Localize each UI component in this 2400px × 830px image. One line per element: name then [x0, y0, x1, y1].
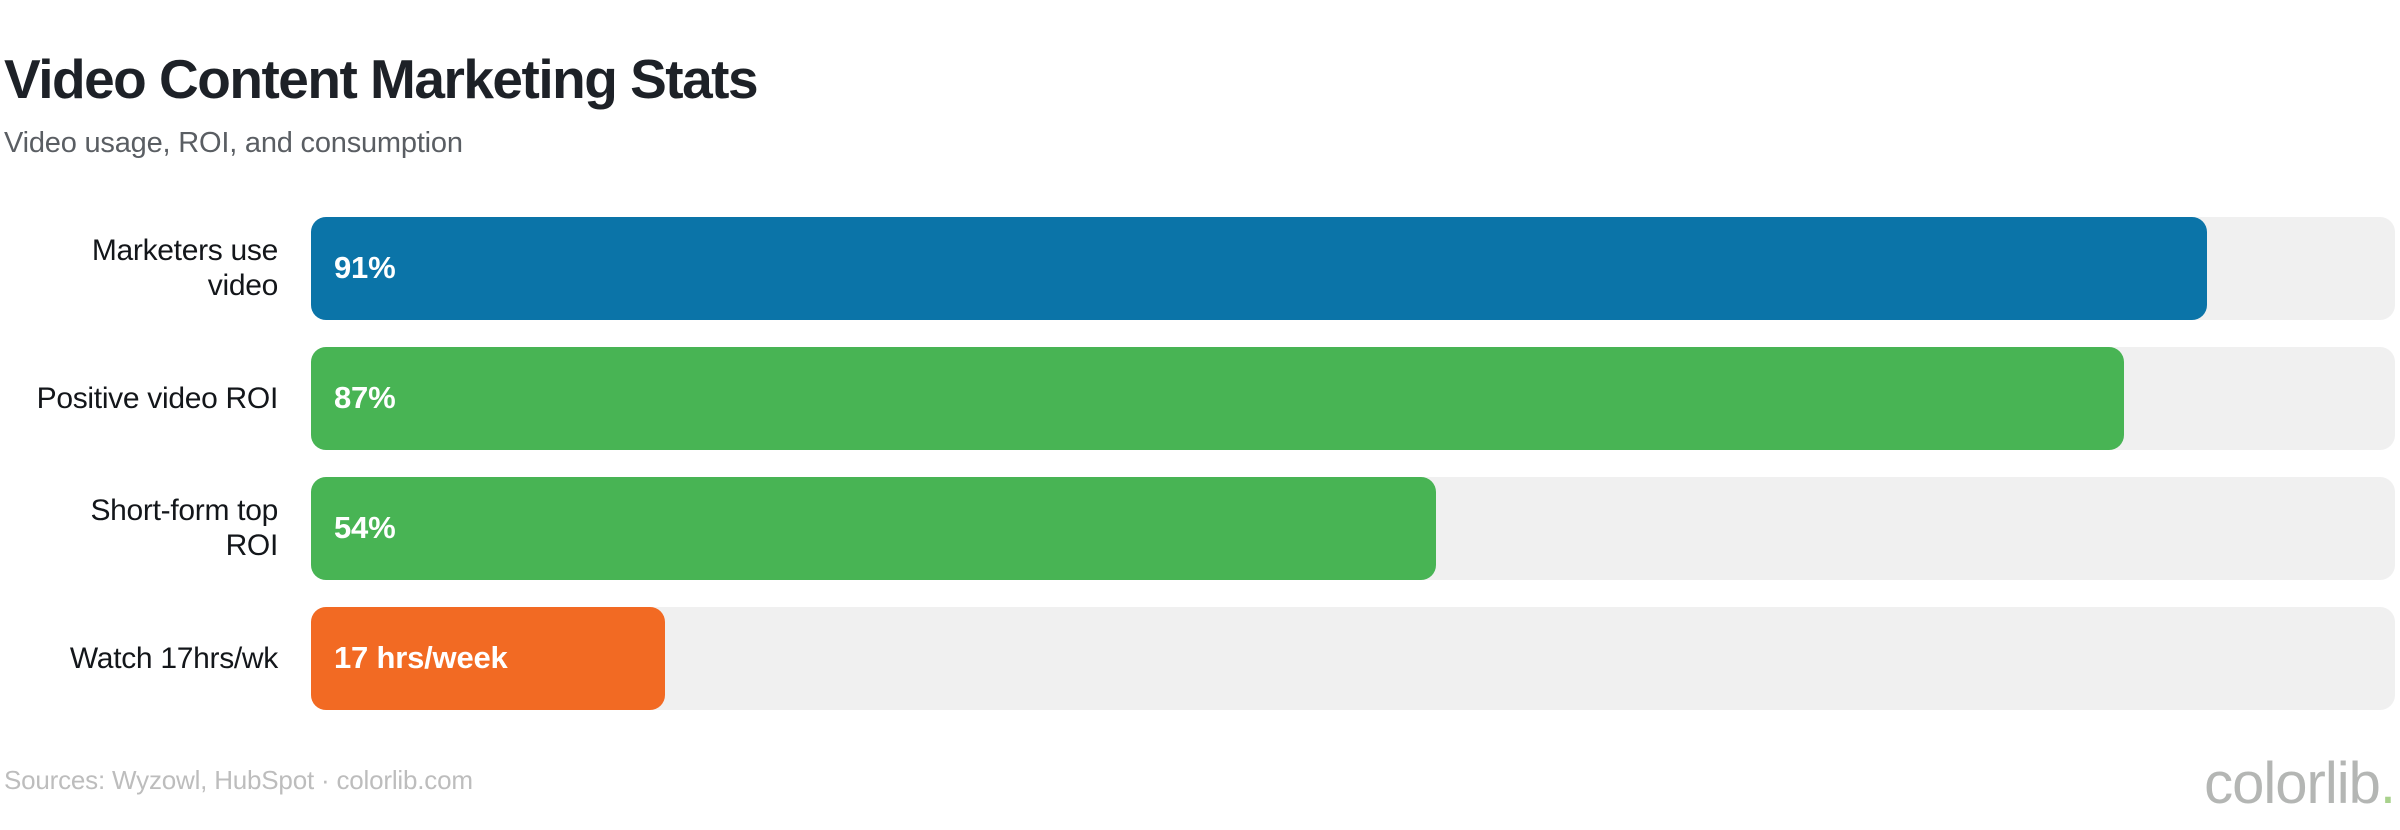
- row-label: Watch 17hrs/wk: [4, 641, 311, 676]
- row-label-line: ROI: [225, 529, 279, 563]
- bar-track: 54%: [311, 476, 2395, 580]
- bar-value-label: 91%: [334, 250, 396, 286]
- bar-value-label: 87%: [334, 380, 396, 416]
- page-title: Video Content Marketing Stats: [4, 48, 759, 110]
- footer-sources: Sources: Wyzowl, HubSpot · colorlib.com: [4, 765, 473, 796]
- row-label: Marketers use video: [4, 233, 311, 304]
- chart-row: Watch 17hrs/wk 17 hrs/week: [4, 606, 2395, 710]
- row-label-line: Marketers use: [91, 234, 278, 267]
- chart-row: Short-form top ROI 54%: [4, 476, 2395, 580]
- row-label-line: Positive video ROI: [36, 381, 279, 415]
- row-label-line: Watch 17hrs/wk: [69, 641, 278, 675]
- row-label: Positive video ROI: [4, 381, 311, 416]
- bar-track: 87%: [311, 346, 2395, 450]
- brand-logo-dot: .: [2379, 750, 2396, 816]
- bar-value-label: 54%: [334, 510, 396, 546]
- bar-fill: 87%: [311, 346, 2125, 450]
- brand-logo-text: colorlib: [2204, 750, 2381, 816]
- row-label-line: Short-form top: [90, 494, 278, 527]
- bar-value-label: 17 hrs/week: [334, 640, 508, 676]
- footer: Sources: Wyzowl, HubSpot · colorlib.com …: [4, 754, 2396, 812]
- bar-track: 17 hrs/week: [311, 606, 2395, 710]
- bar-fill: 54%: [311, 476, 1437, 580]
- page-subtitle: Video usage, ROI, and consumption: [4, 127, 463, 159]
- bar-chart: Marketers use video 91% Positive video R…: [4, 216, 2395, 710]
- bar-fill: 17 hrs/week: [311, 606, 666, 710]
- bar-track: 91%: [311, 216, 2395, 320]
- row-label-line: video: [207, 269, 279, 303]
- chart-row: Positive video ROI 87%: [4, 346, 2395, 450]
- chart-row: Marketers use video 91%: [4, 216, 2395, 320]
- row-label: Short-form top ROI: [4, 493, 311, 564]
- bar-fill: 91%: [311, 216, 2208, 320]
- brand-logo: colorlib.: [2204, 754, 2396, 812]
